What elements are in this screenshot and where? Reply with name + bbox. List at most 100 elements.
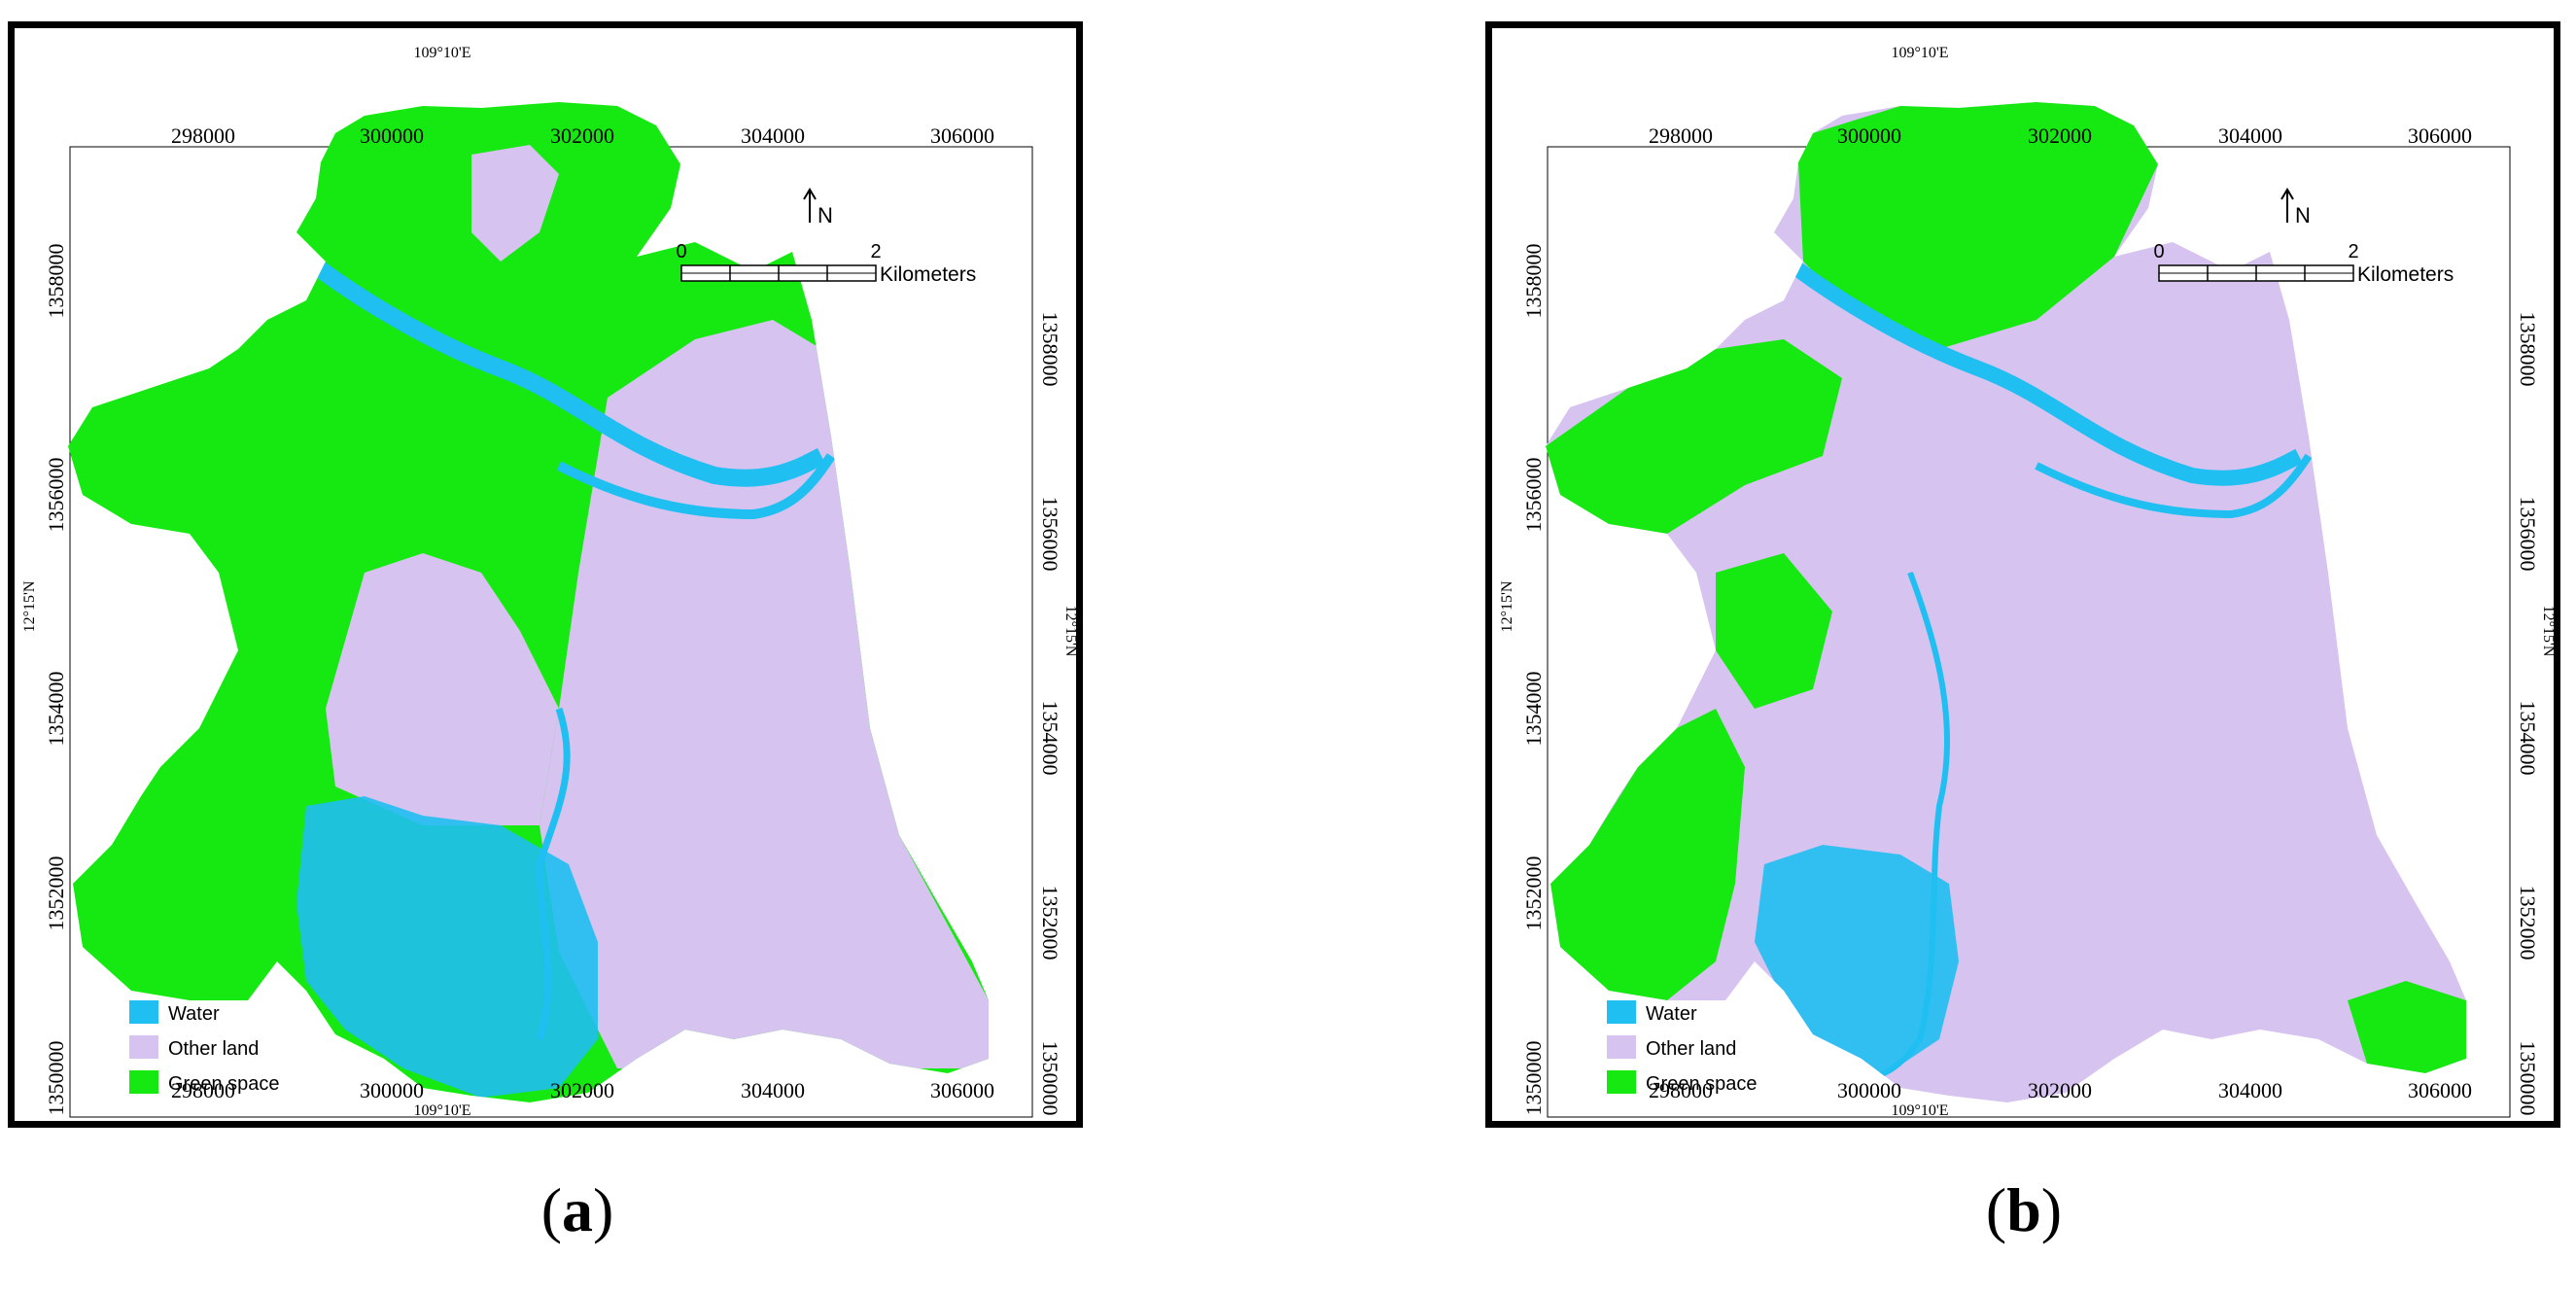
tick-label: 1354000 xyxy=(1521,672,1546,747)
legend-swatch-water xyxy=(1607,1000,1636,1024)
tick-label: 1356000 xyxy=(2516,497,2540,572)
legend-label-water: Water xyxy=(1646,1003,1697,1025)
graticule-label: 12°15'N xyxy=(21,580,38,632)
tick-label: 300000 xyxy=(1837,1078,1901,1102)
tick-label: 298000 xyxy=(1649,123,1713,148)
scale-unit: Kilometers xyxy=(2357,263,2454,286)
legend-label-water: Water xyxy=(168,1003,220,1025)
tick-label: 298000 xyxy=(171,1078,235,1102)
tick-label: 298000 xyxy=(1649,1078,1713,1102)
legend-swatch-green-space xyxy=(129,1070,158,1094)
water-urban-area xyxy=(296,796,598,1098)
left-axis-labels: 1358000 1356000 1354000 1352000 1350000 … xyxy=(1499,244,1546,1116)
tick-label: 306000 xyxy=(930,1078,994,1102)
top-axis-labels: 298000 300000 302000 304000 306000 109°1… xyxy=(1649,45,2472,148)
green-space-area xyxy=(2348,981,2466,1073)
legend-label-other-land: Other land xyxy=(1646,1038,1736,1060)
map-panel-b: 298000 300000 302000 304000 306000 109°1… xyxy=(1485,21,2560,1128)
graticule-label: 109°10'E xyxy=(1891,1102,1948,1119)
tick-label: 306000 xyxy=(930,123,994,148)
tick-label: 1350000 xyxy=(1038,1041,1062,1116)
river xyxy=(556,453,836,520)
tick-label: 1354000 xyxy=(2516,701,2540,776)
tick-label: 1358000 xyxy=(1521,244,1546,319)
land-cover-map-b: 298000 300000 302000 304000 306000 109°1… xyxy=(1499,45,2554,1119)
land-cover-map-a: 298000 300000 302000 304000 306000 109°1… xyxy=(21,45,1076,1119)
caption-a: (a) xyxy=(540,1175,614,1244)
green-space-area xyxy=(1716,553,1832,709)
legend-swatch-green-space xyxy=(1607,1070,1636,1094)
north-arrow: N xyxy=(803,188,833,227)
tick-label: 1354000 xyxy=(1038,701,1062,776)
caption-b: (b) xyxy=(1985,1175,2063,1244)
right-axis-labels: 1358000 1356000 1354000 1352000 1350000 … xyxy=(2516,312,2554,1116)
tick-label: 1356000 xyxy=(44,458,68,533)
legend: Water Other land Green space xyxy=(129,1000,280,1095)
legend-label-green-space: Green space xyxy=(168,1073,280,1095)
river xyxy=(1861,571,1950,1081)
other-land-area xyxy=(471,145,559,262)
water-urban-area xyxy=(1755,845,1959,1078)
tick-label: 1356000 xyxy=(1521,458,1546,533)
tick-label: 300000 xyxy=(1837,123,1901,148)
river xyxy=(536,707,571,1041)
tick-label: 300000 xyxy=(360,1078,424,1102)
left-axis-labels: 1358000 1356000 1354000 1352000 1350000 … xyxy=(21,244,68,1116)
tick-label: 304000 xyxy=(741,123,805,148)
tick-label: 302000 xyxy=(550,1078,614,1102)
legend-label-green-space: Green space xyxy=(1646,1073,1758,1095)
bottom-axis-labels: 298000 300000 302000 304000 306000 109°1… xyxy=(1649,1078,2472,1119)
legend-swatch-other-land xyxy=(129,1035,158,1059)
top-axis-labels: 298000 300000 302000 304000 306000 109°1… xyxy=(171,45,994,148)
tick-label: 1350000 xyxy=(1521,1041,1546,1116)
tick-label: 1352000 xyxy=(1521,856,1546,931)
tick-label: 1350000 xyxy=(2516,1041,2540,1116)
graticule-label: 12°15'N xyxy=(2540,606,2554,657)
tick-label: 306000 xyxy=(2408,123,2472,148)
river xyxy=(1749,227,2303,486)
tick-label: 1358000 xyxy=(1038,312,1062,387)
legend: Water Other land Green space xyxy=(1607,1000,1758,1095)
tick-label: 1352000 xyxy=(1038,886,1062,961)
green-space-area xyxy=(1546,339,1842,534)
other-land-area xyxy=(326,553,559,825)
north-label: N xyxy=(818,203,833,227)
scale-end: 2 xyxy=(2348,241,2358,262)
caption-letter: b xyxy=(2006,1175,2041,1244)
tick-label: 302000 xyxy=(2028,1078,2092,1102)
scale-bar: 0 2 Kilometers xyxy=(2153,241,2454,286)
green-space-area xyxy=(1798,102,2158,349)
legend-swatch-other-land xyxy=(1607,1035,1636,1059)
tick-label: 1358000 xyxy=(44,244,68,319)
north-arrow: N xyxy=(2280,188,2311,227)
scale-unit: Kilometers xyxy=(880,263,976,286)
green-space-area xyxy=(1550,709,1745,1000)
tick-label: 1352000 xyxy=(2516,886,2540,961)
bottom-axis-labels: 298000 300000 302000 304000 306000 109°1… xyxy=(171,1078,994,1119)
scale-end: 2 xyxy=(870,241,881,262)
tick-label: 300000 xyxy=(360,123,424,148)
right-axis-labels: 1358000 1356000 1354000 1352000 1350000 … xyxy=(1038,312,1076,1116)
tick-label: 304000 xyxy=(2218,1078,2282,1102)
graticule-label: 12°15'N xyxy=(1499,580,1515,632)
river xyxy=(270,226,826,487)
river xyxy=(2035,453,2313,519)
tick-label: 302000 xyxy=(2028,123,2092,148)
scale-bar: 0 2 Kilometers xyxy=(676,241,976,286)
tick-label: 298000 xyxy=(171,123,235,148)
tick-label: 1354000 xyxy=(44,672,68,747)
map-panel-a: 298000 300000 302000 304000 306000 109°1… xyxy=(8,21,1083,1128)
graticule-label: 12°15'N xyxy=(1062,606,1076,657)
tick-label: 1350000 xyxy=(44,1041,68,1116)
scale-start: 0 xyxy=(2153,241,2164,262)
north-label: N xyxy=(2295,203,2311,227)
graticule-label: 109°10'E xyxy=(1891,45,1948,61)
legend-swatch-water xyxy=(129,1000,158,1024)
other-land-area xyxy=(540,320,989,1068)
tick-label: 1352000 xyxy=(44,856,68,931)
tick-label: 304000 xyxy=(741,1078,805,1102)
tick-label: 1356000 xyxy=(1038,497,1062,572)
legend-label-other-land: Other land xyxy=(168,1038,259,1060)
tick-label: 306000 xyxy=(2408,1078,2472,1102)
graticule-label: 109°10'E xyxy=(413,1102,470,1119)
